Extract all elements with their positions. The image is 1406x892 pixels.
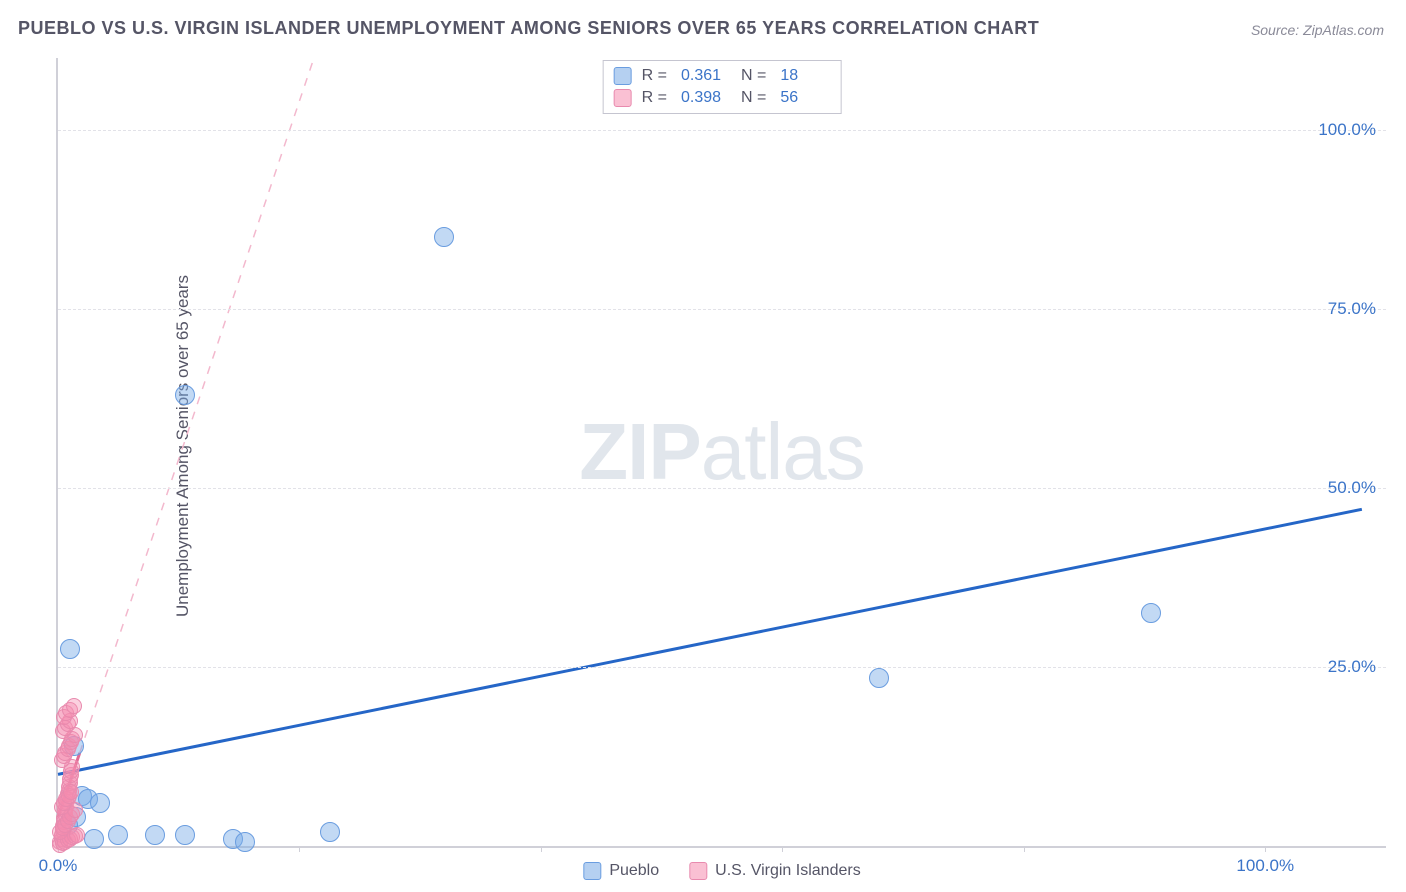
data-point [145,825,165,845]
legend-series-label: U.S. Virgin Islanders [715,862,861,880]
data-point [434,227,454,247]
legend-n-label: N = [741,67,766,85]
gridline [58,667,1386,668]
legend-series: Pueblo U.S. Virgin Islanders [583,862,860,880]
x-tick-mark [782,846,783,852]
data-point [108,825,128,845]
data-point [60,639,80,659]
legend-swatch-icon [583,862,601,880]
legend-series-label: Pueblo [609,862,659,880]
legend-item: Pueblo [583,862,659,880]
source-label: Source: ZipAtlas.com [1251,22,1384,38]
x-tick-mark [541,846,542,852]
data-point [90,793,110,813]
legend-r-value: 0.361 [681,67,731,85]
data-point [66,698,82,714]
watermark-light: atlas [701,407,865,496]
legend-swatch-icon [689,862,707,880]
legend-item: U.S. Virgin Islanders [689,862,861,880]
legend-correlation: R = 0.361 N = 18 R = 0.398 N = 56 [603,60,842,114]
legend-n-value: 18 [780,67,830,85]
chart-title: PUEBLO VS U.S. VIRGIN ISLANDER UNEMPLOYM… [18,18,1039,39]
data-point [175,825,195,845]
x-tick-mark [1265,846,1266,852]
legend-swatch-icon [614,67,632,85]
legend-r-label: R = [642,67,667,85]
gridline [58,488,1386,489]
y-tick-label: 25.0% [1328,657,1376,677]
watermark: ZIPatlas [579,406,864,498]
legend-r-value: 0.398 [681,89,731,107]
x-tick-mark [1024,846,1025,852]
data-point [1141,603,1161,623]
legend-n-label: N = [741,89,766,107]
y-tick-label: 75.0% [1328,299,1376,319]
scatter-plot: ZIPatlas R = 0.361 N = 18 R = 0.398 N = … [56,58,1386,848]
legend-swatch-icon [614,89,632,107]
legend-n-value: 56 [780,89,830,107]
y-tick-label: 100.0% [1318,120,1376,140]
legend-row: R = 0.398 N = 56 [614,87,831,109]
legend-row: R = 0.361 N = 18 [614,65,831,87]
gridline [58,130,1386,131]
x-tick-label: 100.0% [1236,856,1294,876]
data-point [869,668,889,688]
x-tick-mark [299,846,300,852]
y-tick-label: 50.0% [1328,478,1376,498]
data-point [235,832,255,852]
gridline [58,309,1386,310]
data-point [320,822,340,842]
x-tick-label: 0.0% [39,856,78,876]
legend-r-label: R = [642,89,667,107]
watermark-bold: ZIP [579,407,700,496]
trend-lines [58,58,1386,846]
data-point [175,385,195,405]
data-point [84,829,104,849]
data-point [63,784,79,800]
